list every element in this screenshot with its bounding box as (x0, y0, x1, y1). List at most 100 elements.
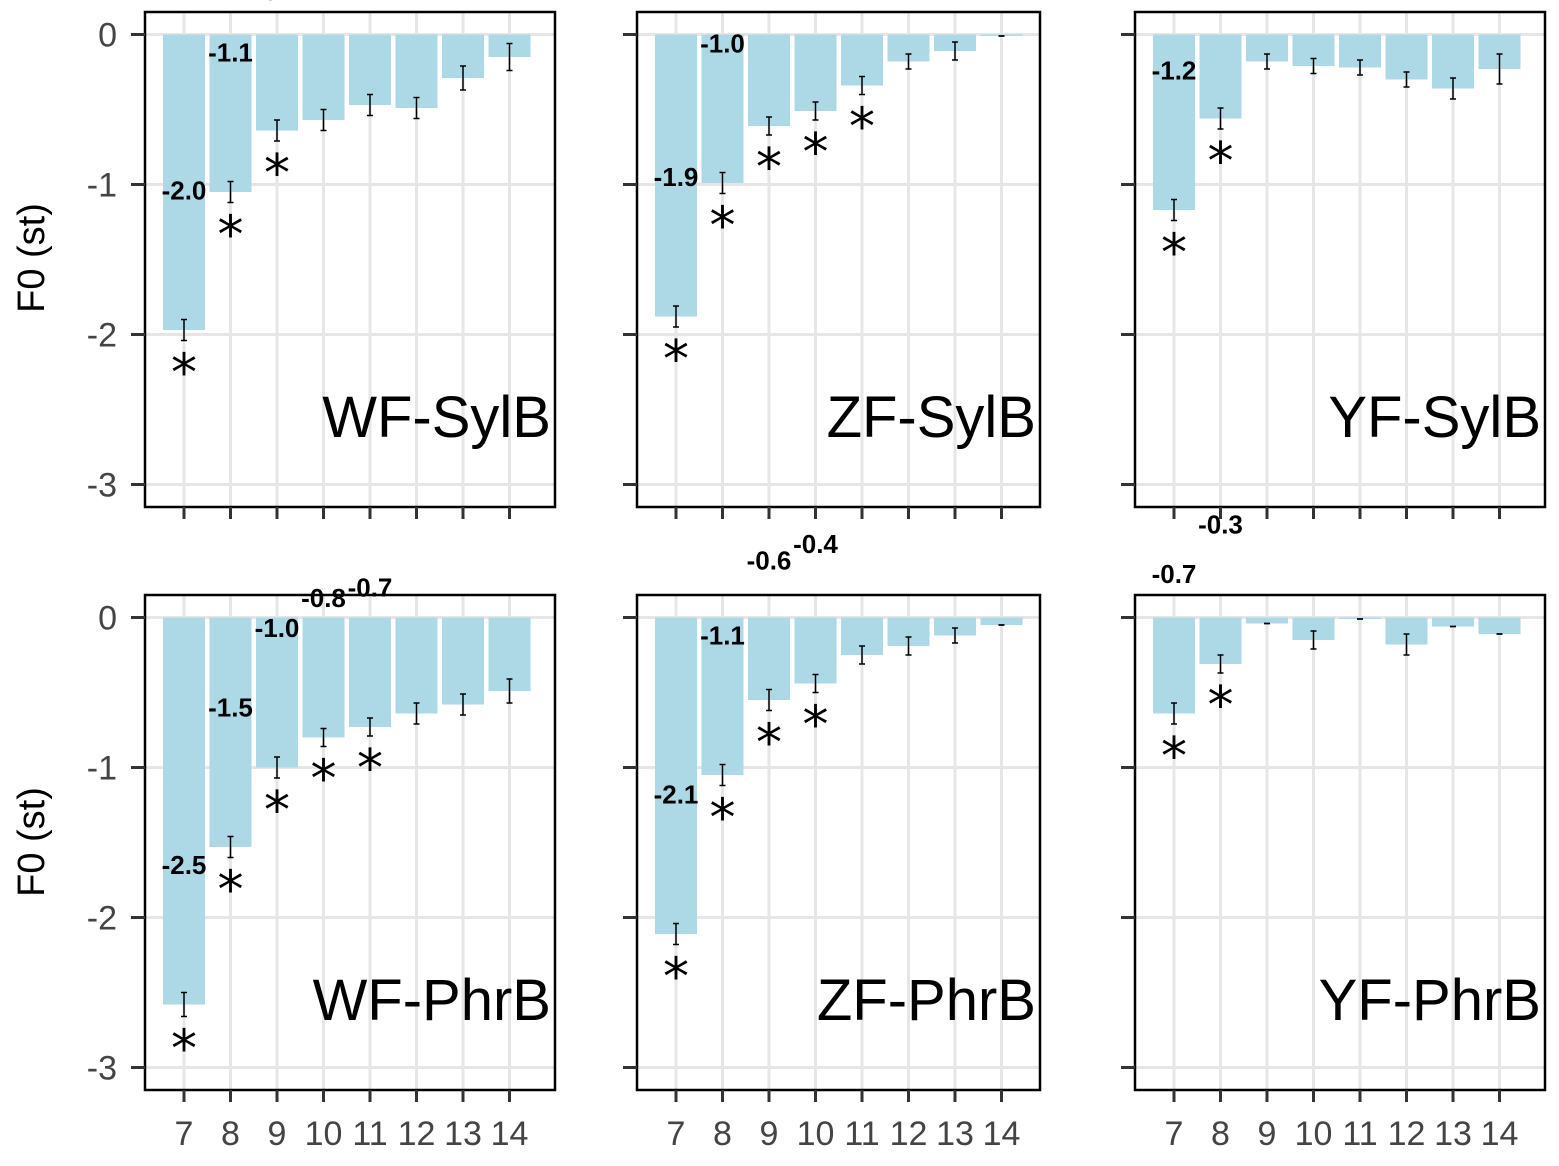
y-tick-label: 0 (98, 17, 117, 55)
significance-star: * (1208, 676, 1234, 736)
panels: *-2.0*-1.1*-0.70-1-2-3WF-SylB*-1.9*-1.0*… (87, 0, 1547, 1153)
bar (209, 34, 252, 192)
error-bar (673, 305, 679, 328)
significance-star: * (710, 197, 736, 257)
x-tick-label: 7 (667, 1115, 686, 1153)
significance-star: * (756, 138, 782, 198)
y-tick-label: -1 (87, 167, 117, 205)
significance-star: * (803, 696, 829, 756)
error-bar (719, 171, 726, 195)
significance-star: * (1208, 132, 1234, 192)
y-axis-label-bottom: F0 (st) (11, 787, 53, 897)
error-bar (367, 717, 373, 737)
bar (256, 34, 298, 131)
y-tick-label: 0 (98, 600, 117, 638)
error-bar (181, 318, 187, 342)
y-tick-label: -3 (87, 1050, 117, 1088)
x-tick-label: 9 (1258, 1115, 1277, 1153)
panel-frame (143, 10, 557, 509)
bar-value-label: -1.2 (1152, 56, 1197, 86)
bar (794, 617, 837, 684)
error-bar (181, 991, 187, 1018)
bar (1432, 617, 1474, 627)
bar-value-label: -1.0 (255, 613, 300, 643)
error-bar (1357, 59, 1363, 76)
bar (1153, 617, 1195, 714)
error-bar (1310, 630, 1317, 650)
y-tick-label: -1 (87, 750, 117, 788)
error-bar (460, 65, 466, 91)
bar (209, 617, 252, 847)
bar-value-label: -1.0 (700, 29, 745, 59)
x-tick-label: 10 (797, 1115, 835, 1153)
error-bar (905, 53, 912, 70)
error-bar (1450, 77, 1456, 100)
bar (1246, 617, 1288, 624)
x-tick-label: 14 (1481, 1115, 1519, 1153)
bar (748, 34, 790, 126)
panel-frame (143, 593, 557, 1092)
error-bar (460, 693, 466, 716)
error-bar (413, 702, 420, 725)
significance-star: * (218, 206, 244, 266)
significance-star: * (357, 739, 383, 799)
panel-frame (635, 10, 1042, 509)
x-tick-label: 10 (305, 1115, 343, 1153)
x-tick-label: 12 (1388, 1115, 1426, 1153)
bar-value-label: -0.4 (793, 529, 838, 559)
significance-star: * (1161, 224, 1187, 284)
y-tick-label: -3 (87, 467, 117, 505)
significance-star: * (264, 781, 290, 841)
panel-title: YF-PhrB (1319, 968, 1541, 1033)
significance-star: * (1161, 727, 1187, 787)
panel-title: YF-SylB (1328, 385, 1541, 450)
bar (302, 34, 345, 120)
y-tick-label: -2 (87, 900, 117, 938)
bar-value-label: -2.0 (162, 176, 207, 206)
panel-title: WF-PhrB (313, 968, 551, 1033)
panel-background (1135, 595, 1545, 1090)
y-tick-label: -2 (87, 317, 117, 355)
x-tick-label: 13 (936, 1115, 974, 1153)
error-bar (719, 763, 726, 787)
error-bar (812, 101, 819, 121)
error-bar (1217, 654, 1224, 674)
bar-value-label: -0.7 (255, 0, 300, 6)
panel-yf-phrb: * -0.7 * -0.3 7 8 9 10 11 12 13 14 YF-PhrB (1121, 510, 1547, 1153)
y-axis-label-top: F0 (st) (11, 203, 53, 313)
bar-value-label: -0.8 (301, 583, 346, 613)
bar (442, 617, 484, 705)
error-bar (506, 678, 513, 704)
x-tick-label: 9 (268, 1115, 287, 1153)
error-bar (1310, 57, 1317, 75)
error-bar (905, 636, 912, 656)
x-tick-label: 8 (1211, 1115, 1230, 1153)
significance-star: * (849, 98, 875, 158)
x-tick-label: 9 (760, 1115, 779, 1153)
error-bar (952, 627, 958, 644)
significance-star: * (218, 861, 244, 921)
significance-star: * (264, 144, 290, 204)
bar (163, 617, 205, 1005)
x-tick-label: 7 (1165, 1115, 1184, 1153)
bar (748, 617, 790, 700)
significance-star: * (710, 789, 736, 849)
error-bar (1171, 198, 1177, 222)
x-tick-label: 12 (890, 1115, 928, 1153)
panel-wf-phrb: * -2.5 * -1.5 * -1.0 * -0.8 * -0.7 0 -1 -2 -3 7 8 9 10 11 1… (87, 573, 557, 1153)
significance-star: * (171, 344, 197, 404)
error-bar (320, 108, 327, 132)
error-bar (1264, 53, 1270, 70)
error-bar (506, 42, 513, 72)
bar (349, 34, 391, 105)
bar (349, 617, 391, 727)
x-tick-label: 10 (1295, 1115, 1333, 1153)
bar-value-label: -0.6 (747, 0, 792, 2)
panel-title: WF-SylB (322, 385, 551, 450)
bar-value-label: -1.1 (208, 38, 253, 68)
error-bar (274, 119, 280, 142)
significance-star: * (171, 1020, 197, 1080)
bar-value-label: -1.1 (700, 621, 745, 651)
bar (395, 34, 438, 108)
